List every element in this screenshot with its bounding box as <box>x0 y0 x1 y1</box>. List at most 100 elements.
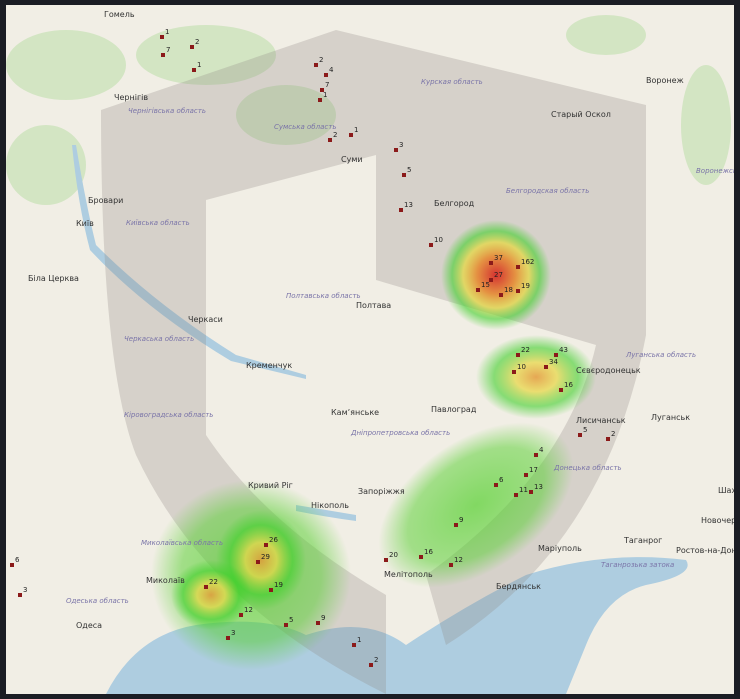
incident-marker[interactable]: 15 <box>476 281 490 292</box>
incident-marker[interactable]: 10 <box>429 236 443 247</box>
incident-marker[interactable]: 10 <box>512 363 526 374</box>
incident-marker[interactable]: 1 <box>318 91 327 102</box>
incident-marker[interactable]: 1 <box>352 636 361 647</box>
incident-marker[interactable]: 7 <box>161 46 170 57</box>
incident-marker[interactable]: 2 <box>190 38 199 49</box>
incident-marker[interactable]: 27 <box>489 271 503 282</box>
incident-marker[interactable]: 12 <box>449 556 463 567</box>
marker-count: 5 <box>583 426 587 434</box>
region-label: Воронежская область <box>696 167 734 175</box>
incident-marker[interactable]: 4 <box>324 66 334 77</box>
incident-marker[interactable]: 5 <box>578 426 587 437</box>
map-canvas: Гомель Чернігів Бровари Київ Біла Церква Черк… <box>6 10 734 694</box>
marker-count: 3 <box>231 629 235 637</box>
marker-count: 13 <box>534 483 543 491</box>
incident-marker[interactable]: 2 <box>606 430 615 441</box>
marker-dot <box>10 563 14 567</box>
city-label: Таганрог <box>623 536 662 545</box>
marker-count: 27 <box>494 271 503 279</box>
marker-dot <box>534 453 538 457</box>
marker-count: 22 <box>521 346 530 354</box>
region-label: Полтавська область <box>286 292 361 300</box>
incident-marker[interactable]: 9 <box>316 614 325 625</box>
marker-dot <box>204 585 208 589</box>
incident-marker[interactable]: 17 <box>524 466 538 477</box>
incident-marker[interactable]: 13 <box>399 201 413 212</box>
marker-dot <box>514 493 518 497</box>
heatmap-map[interactable]: Гомель Чернігів Бровари Київ Біла Церква Черк… <box>6 5 734 694</box>
marker-count: 2 <box>611 430 615 438</box>
incident-marker[interactable]: 16 <box>559 381 573 392</box>
marker-dot <box>314 63 318 67</box>
marker-count: 18 <box>504 286 513 294</box>
marker-dot <box>349 133 353 137</box>
marker-dot <box>190 45 194 49</box>
incident-marker[interactable]: 1 <box>160 28 169 39</box>
incident-marker[interactable]: 19 <box>516 282 530 293</box>
city-label: Воронеж <box>646 76 684 85</box>
city-label: Бердянськ <box>496 582 541 591</box>
incident-marker[interactable]: 2 <box>314 56 323 67</box>
marker-dot <box>516 265 520 269</box>
incident-marker[interactable]: 162 <box>516 258 534 269</box>
incident-marker[interactable]: 11 <box>514 486 528 497</box>
marker-count: 6 <box>15 556 20 564</box>
incident-marker[interactable]: 13 <box>529 483 543 494</box>
marker-dot <box>328 138 332 142</box>
incident-marker[interactable]: 3 <box>394 141 403 152</box>
incident-marker[interactable]: 9 <box>454 516 463 527</box>
marker-count: 5 <box>289 616 293 624</box>
incident-marker[interactable]: 12 <box>239 606 253 617</box>
region-label: Черкаська область <box>124 335 194 343</box>
region-label: Луганська область <box>625 351 696 359</box>
marker-dot <box>454 523 458 527</box>
incident-marker[interactable]: 7 <box>320 81 329 92</box>
city-label: Київ <box>76 219 94 228</box>
marker-count: 16 <box>564 381 573 389</box>
incident-marker[interactable]: 26 <box>264 536 278 547</box>
incident-marker[interactable]: 2 <box>369 656 378 667</box>
incident-marker[interactable]: 4 <box>534 446 544 457</box>
marker-dot <box>489 261 493 265</box>
city-label: Сєвєродонецьк <box>576 366 641 375</box>
incident-marker[interactable]: 6 <box>10 556 20 567</box>
marker-count: 1 <box>323 91 327 99</box>
incident-marker[interactable]: 5 <box>284 616 293 627</box>
marker-count: 1 <box>197 61 201 69</box>
marker-count: 2 <box>195 38 199 46</box>
city-label: Маріуполь <box>538 544 582 553</box>
incident-marker[interactable]: 22 <box>516 346 530 357</box>
incident-marker[interactable]: 3 <box>18 586 27 597</box>
marker-count: 1 <box>357 636 361 644</box>
incident-marker[interactable]: 6 <box>494 476 504 487</box>
incident-marker[interactable]: 1 <box>192 61 201 72</box>
incident-marker[interactable]: 29 <box>256 553 270 564</box>
region-label: Чернігівська область <box>128 107 206 115</box>
incident-marker[interactable]: 37 <box>489 254 503 265</box>
marker-dot <box>449 563 453 567</box>
city-label: Новочеркаськ <box>701 516 734 525</box>
marker-dot <box>160 35 164 39</box>
marker-dot <box>161 53 165 57</box>
marker-dot <box>324 73 328 77</box>
incident-marker[interactable]: 19 <box>269 581 283 592</box>
marker-count: 9 <box>459 516 463 524</box>
incident-marker[interactable]: 5 <box>402 166 411 177</box>
marker-dot <box>512 370 516 374</box>
incident-marker[interactable]: 3 <box>226 629 235 640</box>
marker-dot <box>399 208 403 212</box>
incident-marker[interactable]: 2 <box>328 131 337 142</box>
incident-marker[interactable]: 43 <box>554 346 568 357</box>
marker-count: 2 <box>374 656 378 664</box>
incident-marker[interactable]: 18 <box>499 286 513 297</box>
incident-marker[interactable]: 1 <box>349 126 358 137</box>
marker-count: 22 <box>209 578 218 586</box>
incident-marker[interactable]: 22 <box>204 578 218 589</box>
incident-marker[interactable]: 34 <box>544 358 558 369</box>
marker-dot <box>316 621 320 625</box>
incident-marker[interactable]: 20 <box>384 551 398 562</box>
incident-marker[interactable]: 16 <box>419 548 433 559</box>
heat-spot-mykolaiv <box>171 560 251 630</box>
city-label: Белгород <box>434 199 475 208</box>
